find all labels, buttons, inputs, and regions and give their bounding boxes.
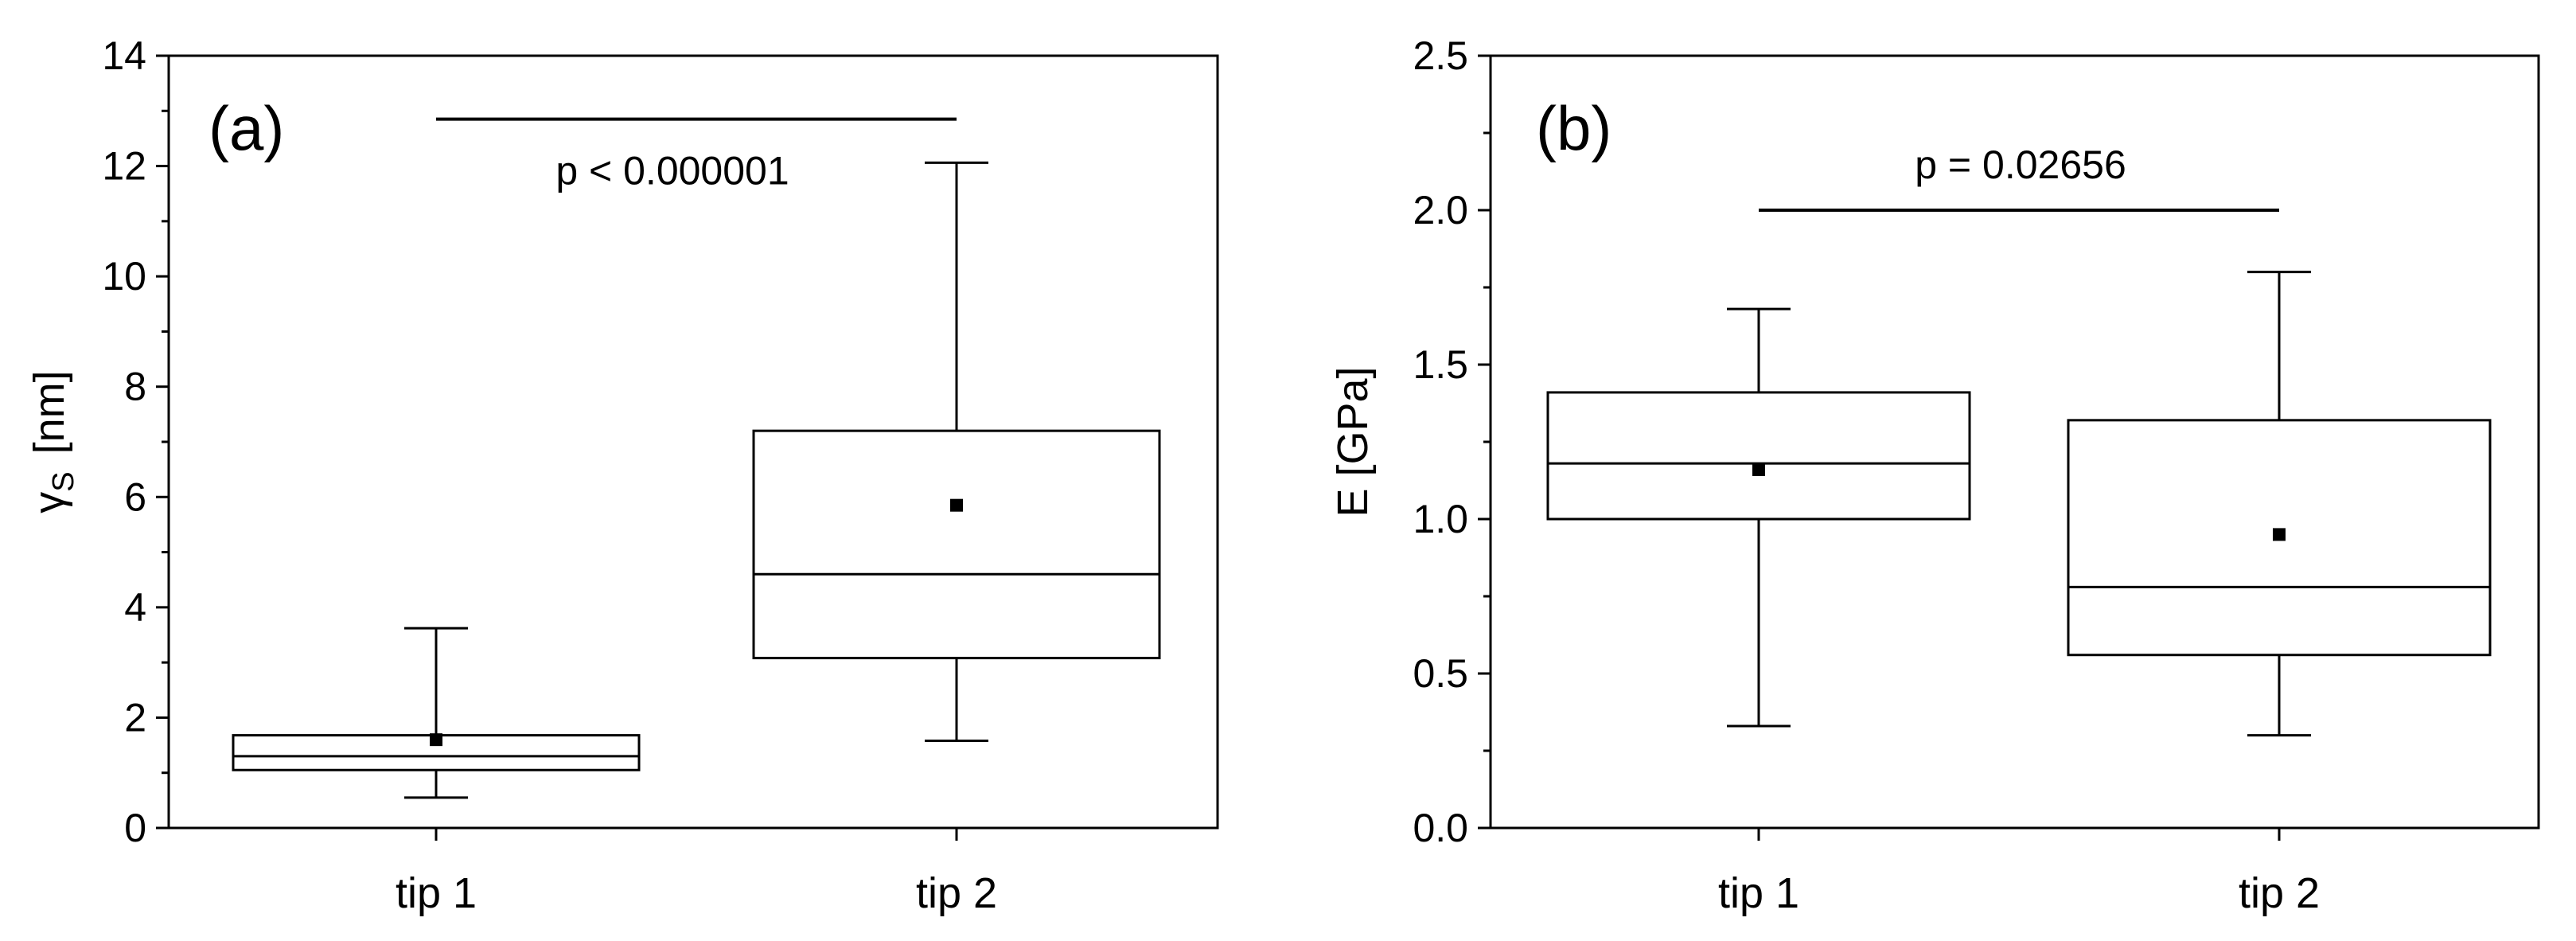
y-tick-label: 2	[124, 695, 146, 740]
x-tick-label: tip 2	[916, 869, 997, 917]
y-tick-label: 12	[102, 144, 146, 189]
y-axis-subscript: S	[47, 471, 80, 491]
y-tick-label: 0	[124, 806, 146, 850]
y-tick-label: 6	[124, 474, 146, 519]
box-1	[1546, 307, 1971, 728]
panel-label: (b)	[1536, 93, 1611, 163]
mean-marker	[2273, 528, 2286, 541]
box-iqr	[1546, 391, 1971, 521]
panel-a: 0 2 4 6 8 10 12 14 tip 1 tip 2 p < 0.000001 (a) γS [n…	[25, 33, 1219, 917]
y-tick-label: 2.5	[1413, 33, 1468, 78]
y-tick-label: 0.0	[1413, 806, 1468, 850]
y-axis-unit: [nm]	[25, 370, 73, 454]
x-tick-label: tip 1	[396, 869, 477, 917]
y-axis-title: γS [nm]	[25, 370, 80, 513]
p-value-label: p < 0.000001	[555, 149, 789, 193]
mean-marker	[1752, 463, 1765, 476]
y-tick-label: 4	[124, 585, 146, 630]
panel-label: (a)	[208, 93, 284, 163]
box-iqr	[752, 429, 1161, 660]
mean-marker	[430, 733, 442, 747]
y-tick-label: 0.5	[1413, 651, 1468, 696]
y-tick-label: 8	[124, 365, 146, 409]
y-tick-label: 10	[102, 254, 146, 299]
y-tick-label: 2.0	[1413, 188, 1468, 232]
y-tick-label: 1.5	[1413, 342, 1468, 387]
x-tick-label: tip 2	[2239, 869, 2320, 917]
p-value-label: p = 0.02656	[1915, 143, 2126, 187]
y-axis-title: E [GPa]	[1329, 366, 1377, 517]
x-tick-label: tip 1	[1718, 869, 1799, 917]
y-axis-symbol: γ	[25, 492, 73, 513]
y-tick-label: 1.0	[1413, 497, 1468, 541]
box-1	[232, 627, 641, 799]
y-tick-label: 14	[102, 33, 146, 78]
box-2	[752, 161, 1161, 743]
mean-marker	[950, 498, 963, 512]
panel-b: 0.0 0.5 1.0 1.5 2.0 2.5 tip 1 tip 2 p = 0.02656 (…	[1329, 33, 2540, 917]
box-2	[2067, 271, 2492, 737]
